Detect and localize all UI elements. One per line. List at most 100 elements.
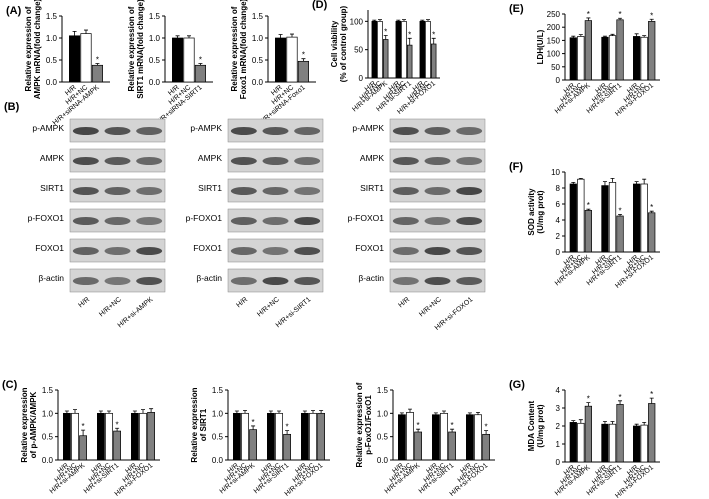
blot-row-label: FOXO1 — [355, 243, 384, 253]
bar — [301, 412, 309, 461]
error-bar — [420, 19, 425, 22]
error-bar — [285, 430, 290, 435]
significance-marker: * — [408, 30, 411, 39]
significance-marker: * — [650, 11, 653, 20]
significance-marker: * — [384, 28, 387, 37]
error-bar — [396, 19, 401, 22]
significance-marker: * — [650, 203, 653, 212]
error-bar — [64, 410, 69, 414]
blot-band — [104, 127, 131, 135]
significance-marker: * — [432, 30, 435, 39]
bar — [425, 20, 431, 79]
error-bar — [311, 410, 315, 414]
blot-row-label: FOXO1 — [193, 243, 222, 253]
blot-band — [424, 127, 451, 135]
blot-band — [136, 277, 163, 285]
y-tick-label: 1.0 — [46, 34, 58, 43]
blot-band — [392, 277, 419, 285]
y-tick-label: 1.0 — [252, 34, 264, 43]
bar — [63, 412, 71, 461]
significance-marker: * — [199, 56, 202, 65]
significance-marker: * — [417, 421, 420, 430]
significance-marker: * — [618, 10, 621, 19]
y-axis-label: Relative expression of — [127, 6, 136, 91]
blot-band — [72, 157, 99, 165]
significance-marker: * — [82, 422, 85, 431]
error-bar — [187, 35, 191, 38]
y-axis-label: LDH(U/L) — [536, 29, 545, 64]
y-tick-label: 3 — [556, 404, 561, 413]
y-tick-label: 0.0 — [212, 456, 224, 465]
blot-row-label: SIRT1 — [198, 183, 222, 193]
y-tick-label: 2 — [556, 422, 561, 431]
panel-label: (A) — [6, 5, 22, 17]
blot-lane-label: H/R — [397, 296, 411, 309]
blot-band — [72, 187, 99, 195]
bar — [172, 37, 184, 83]
blot-row-label: AMPK — [198, 153, 222, 163]
error-bar — [234, 410, 239, 414]
error-bar — [431, 37, 436, 44]
error-bar — [319, 410, 324, 414]
panel-label: (E) — [509, 3, 524, 15]
bar — [275, 412, 283, 461]
panel-label: (C) — [2, 379, 18, 391]
error-bar — [115, 427, 120, 432]
bar — [406, 412, 414, 461]
error-bar — [618, 17, 623, 20]
error-bar — [586, 17, 591, 21]
bar — [474, 414, 482, 461]
error-bar — [610, 33, 615, 36]
blot-lane-label: H/R+NC — [256, 296, 281, 318]
y-axis-label: (% of control group) — [339, 5, 348, 82]
bar — [139, 412, 147, 461]
blot-band — [424, 157, 451, 165]
blot-band — [136, 127, 163, 135]
bar — [640, 36, 648, 81]
y-axis-label: Relative expression of — [24, 6, 33, 91]
bar — [648, 403, 656, 463]
significance-marker: * — [587, 10, 590, 19]
error-bar — [372, 19, 377, 22]
blot-row-label: AMPK — [360, 153, 384, 163]
y-tick-label: 0.5 — [42, 433, 54, 442]
blot-band — [230, 157, 257, 165]
error-bar — [72, 31, 77, 36]
bar — [584, 405, 592, 463]
y-tick-label: 0.5 — [149, 56, 161, 65]
bar — [640, 183, 648, 253]
y-tick-label: 1.5 — [377, 386, 389, 395]
y-tick-label: 100 — [350, 17, 364, 26]
significance-marker: * — [302, 51, 305, 60]
bar — [377, 20, 383, 79]
bar — [297, 60, 309, 83]
blot-lane-label: H/R+NC — [418, 296, 443, 318]
error-bar — [634, 33, 639, 37]
blot-band — [392, 127, 419, 135]
bar — [383, 39, 389, 79]
y-axis-label: of p-AMPK/AMPK — [29, 391, 38, 458]
blot-row-label: p-AMPK — [32, 123, 64, 133]
error-bar — [132, 410, 137, 414]
y-tick-label: 0.5 — [212, 433, 224, 442]
panel-label: (G) — [509, 379, 525, 391]
bar — [633, 36, 641, 81]
blot-band — [230, 187, 257, 195]
error-bar — [175, 35, 180, 38]
bar — [608, 35, 617, 81]
blot-band — [262, 217, 289, 225]
blot-band — [424, 277, 451, 285]
error-bar — [81, 429, 86, 436]
error-bar — [407, 37, 412, 46]
bar — [616, 404, 624, 463]
bar — [317, 412, 325, 461]
bar — [482, 433, 490, 461]
error-bar — [467, 412, 472, 415]
blot-band — [392, 187, 419, 195]
bar — [183, 37, 195, 83]
error-bar — [649, 18, 654, 22]
y-tick-label: 4 — [556, 386, 561, 395]
error-bar — [442, 410, 446, 414]
blot-band — [136, 187, 163, 195]
error-bar — [278, 34, 283, 38]
